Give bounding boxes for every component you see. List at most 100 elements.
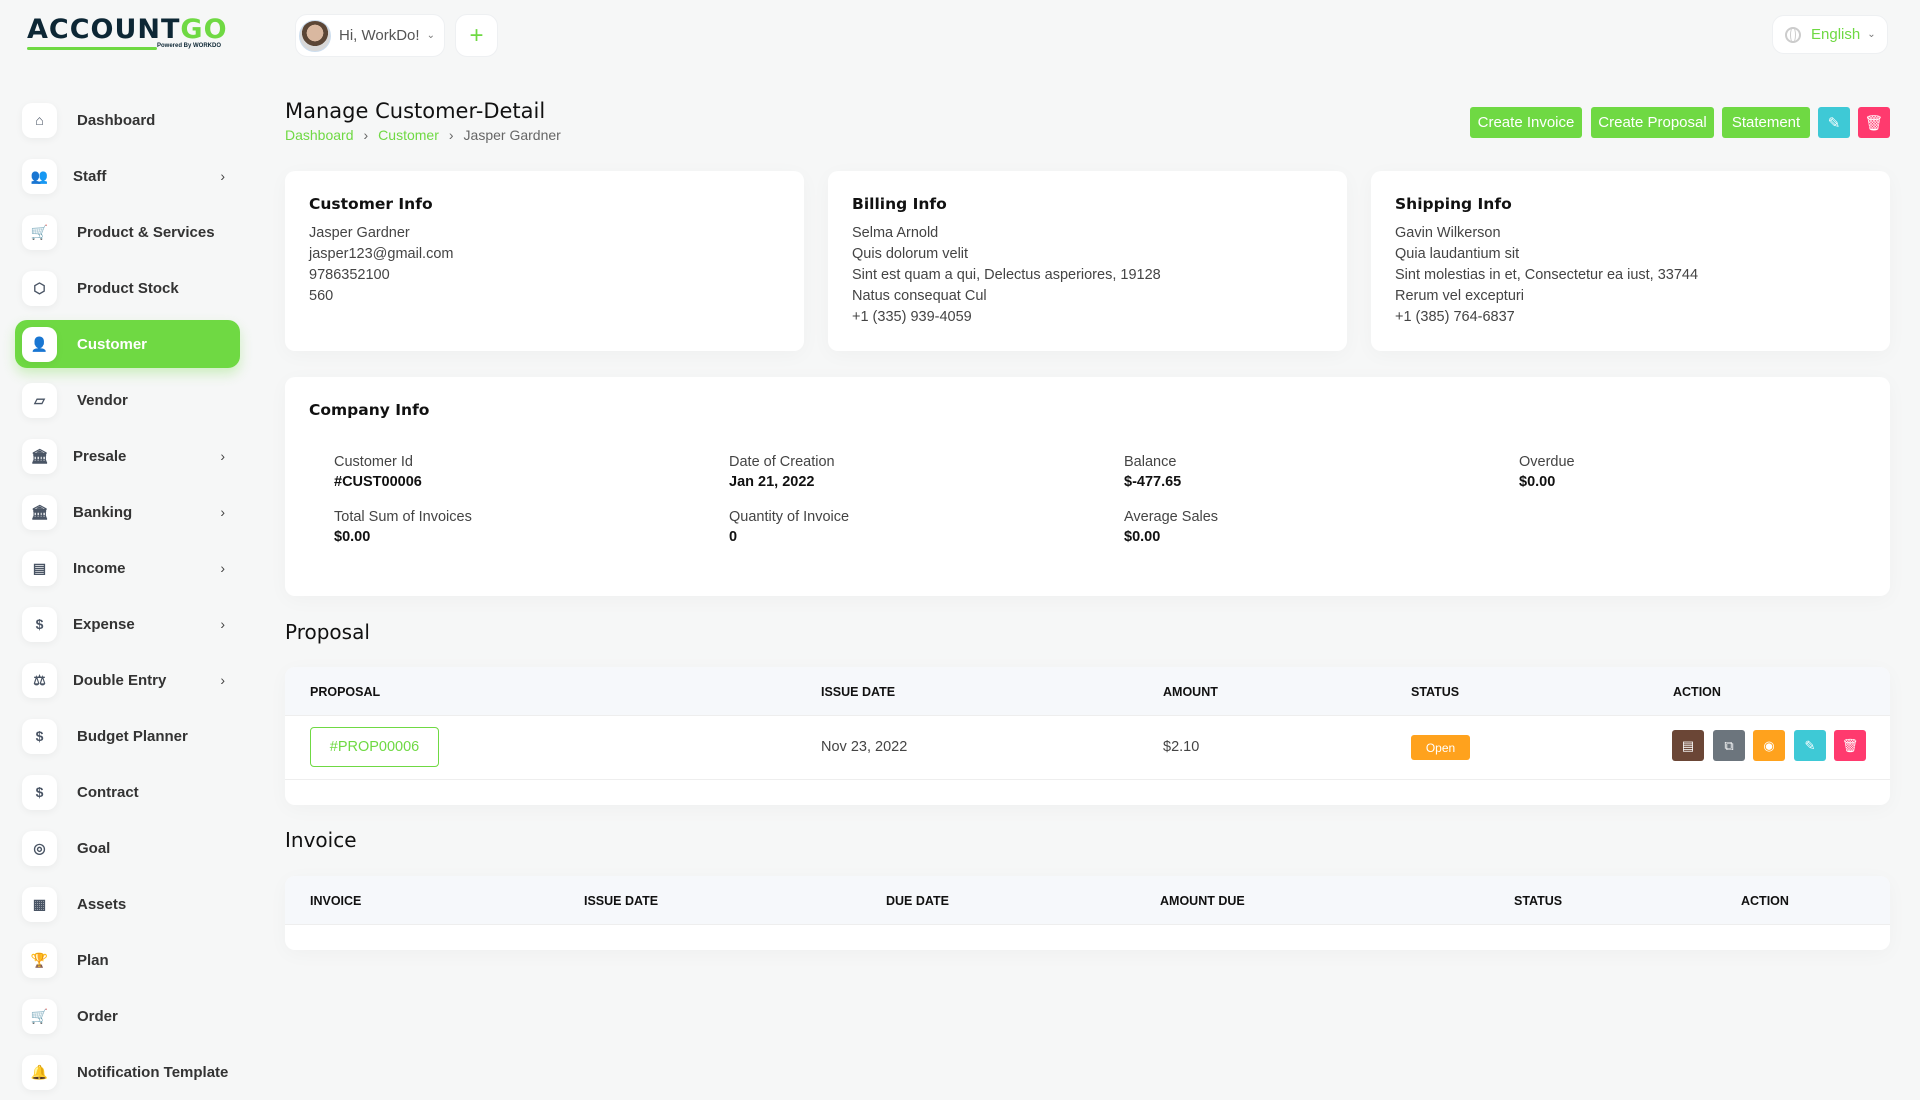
sidebar-item-label: Presale	[73, 447, 127, 465]
sidebar-item-vendor[interactable]: ▱ Vendor	[15, 372, 240, 428]
avatar	[299, 19, 331, 52]
chevron-right-icon: ›	[220, 504, 225, 520]
stat-customer-id: Customer Id #CUST00006	[334, 454, 422, 490]
sidebar-item-notification-template[interactable]: 🔔 Notification Template	[15, 1044, 240, 1100]
cart-plus-icon: 🛒	[22, 998, 57, 1034]
chevron-right-icon: ›	[220, 168, 225, 184]
duplicate-button[interactable]: ⧉	[1713, 730, 1745, 761]
breadcrumb-dashboard[interactable]: Dashboard	[285, 127, 354, 143]
sidebar-item-label: Assets	[77, 895, 127, 913]
invoice-heading: Invoice	[285, 828, 357, 852]
table-header	[285, 876, 1890, 925]
shipping-line: Gavin Wilkerson	[1395, 225, 1501, 241]
col-invoice: INVOICE	[310, 894, 362, 908]
sidebar-item-contract[interactable]: $ Contract	[15, 764, 240, 820]
delete-customer-button[interactable]: 🗑	[1858, 107, 1890, 138]
page-title: Manage Customer-Detail	[285, 99, 546, 123]
chevron-right-icon: ›	[220, 560, 225, 576]
chevron-right-icon: ›	[220, 616, 225, 632]
stat-quantity-invoice: Quantity of Invoice 0	[729, 509, 850, 545]
sidebar-item-product-services[interactable]: 🛒 Product & Services	[15, 204, 240, 260]
view-button[interactable]: ◉	[1753, 730, 1785, 761]
sidebar: ⌂ Dashboard 👥 Staff › 🛒 Product & Services ⬡ Pro…	[15, 92, 240, 1100]
sidebar-item-label: Plan	[77, 951, 109, 969]
bank-icon: 🏛	[22, 494, 57, 530]
breadcrumb-customer[interactable]: Customer	[378, 127, 439, 143]
sidebar-item-income[interactable]: ▤ Income ›	[15, 540, 240, 596]
convert-button[interactable]: ▤	[1672, 730, 1704, 761]
statement-button[interactable]: Statement	[1722, 107, 1810, 138]
sidebar-item-goal[interactable]: ◎ Goal	[15, 820, 240, 876]
user-menu[interactable]: Hi, WorkDo! ⌄	[295, 14, 445, 57]
issue-date: Nov 23, 2022	[821, 739, 908, 755]
sidebar-item-dashboard[interactable]: ⌂ Dashboard	[15, 92, 240, 148]
copy-icon: ⧉	[1724, 737, 1734, 753]
sidebar-item-label: Notification Template	[77, 1063, 229, 1081]
trophy-icon: 🏆	[22, 942, 57, 978]
edit-button[interactable]: ✎	[1794, 730, 1826, 761]
stat-overdue: Overdue $0.00	[1519, 454, 1575, 490]
edit-icon: ✎	[1827, 114, 1841, 132]
col-status: STATUS	[1411, 685, 1460, 699]
card-title: Billing Info	[852, 195, 947, 213]
sidebar-item-label: Income	[73, 559, 126, 577]
col-due-date: DUE DATE	[886, 894, 949, 908]
add-button[interactable]: +	[455, 14, 498, 57]
create-proposal-button[interactable]: Create Proposal	[1591, 107, 1714, 138]
sidebar-item-banking[interactable]: 🏛 Banking ›	[15, 484, 240, 540]
chevron-right-icon: ›	[363, 127, 369, 143]
col-proposal: PROPOSAL	[310, 685, 381, 699]
customer-info-card: Customer Info Jasper Gardner jasper123@g…	[285, 171, 804, 351]
building-icon: 🏛	[22, 438, 57, 474]
sidebar-item-assets[interactable]: ▦ Assets	[15, 876, 240, 932]
proposal-heading: Proposal	[285, 620, 370, 644]
calculator-icon: ▦	[22, 886, 57, 922]
target-icon: ◎	[22, 830, 57, 866]
amount: $2.10	[1163, 739, 1200, 755]
create-invoice-button[interactable]: Create Invoice	[1470, 107, 1582, 138]
language-label: English	[1811, 26, 1861, 43]
billing-line: Selma Arnold	[852, 225, 939, 241]
edit-customer-button[interactable]: ✎	[1818, 107, 1850, 138]
sidebar-item-staff[interactable]: 👥 Staff ›	[15, 148, 240, 204]
sidebar-item-label: Budget Planner	[77, 727, 188, 745]
col-issue-date: ISSUE DATE	[821, 685, 896, 699]
breadcrumb: Dashboard › Customer › Jasper Gardner	[285, 127, 561, 143]
sidebar-item-label: Product Stock	[77, 279, 179, 297]
chevron-right-icon: ›	[220, 672, 225, 688]
billing-line: Natus consequat Cul	[852, 288, 987, 304]
sidebar-item-budget-planner[interactable]: $ Budget Planner	[15, 708, 240, 764]
sidebar-item-customer[interactable]: 👤 Customer	[15, 320, 240, 368]
sidebar-item-plan[interactable]: 🏆 Plan	[15, 932, 240, 988]
logo[interactable]: ACCOUNTGO Powered By WORKDO	[27, 14, 228, 50]
language-select[interactable]: English ⌄	[1772, 15, 1888, 54]
box-icon: ⬡	[22, 270, 57, 306]
sidebar-item-double-entry[interactable]: ⚖ Double Entry ›	[15, 652, 240, 708]
sidebar-item-label: Order	[77, 1007, 118, 1025]
company-info-card: Company Info Customer Id #CUST00006 Date …	[285, 377, 1890, 596]
customer-phone: 9786352100	[309, 267, 390, 283]
note-icon: ▱	[22, 382, 57, 418]
sidebar-item-product-stock[interactable]: ⬡ Product Stock	[15, 260, 240, 316]
trash-icon: 🗑	[1864, 114, 1884, 132]
edit-icon: ✎	[1804, 737, 1816, 753]
sidebar-item-label: Expense	[73, 615, 135, 633]
sidebar-item-order[interactable]: 🛒 Order	[15, 988, 240, 1044]
chevron-right-icon: ›	[448, 127, 454, 143]
sidebar-item-label: Double Entry	[73, 671, 167, 689]
breadcrumb-current: Jasper Gardner	[463, 127, 561, 143]
proposal-id-link[interactable]: #PROP00006	[310, 727, 439, 767]
sidebar-item-label: Vendor	[77, 391, 128, 409]
user-plus-icon: 👤	[22, 326, 57, 362]
sidebar-item-presale[interactable]: 🏛 Presale ›	[15, 428, 240, 484]
col-status: STATUS	[1514, 894, 1563, 908]
billing-info-card: Billing Info Selma Arnold Quis dolorum v…	[828, 171, 1347, 351]
scale-icon: ⚖	[22, 662, 57, 698]
shipping-line: Rerum vel excepturi	[1395, 288, 1524, 304]
delete-button[interactable]: 🗑	[1834, 730, 1866, 761]
sidebar-item-expense[interactable]: $ Expense ›	[15, 596, 240, 652]
sidebar-item-label: Dashboard	[77, 111, 156, 129]
stat-balance: Balance $-477.65	[1124, 454, 1182, 490]
sidebar-item-label: Staff	[73, 167, 107, 185]
col-action: ACTION	[1741, 894, 1789, 908]
